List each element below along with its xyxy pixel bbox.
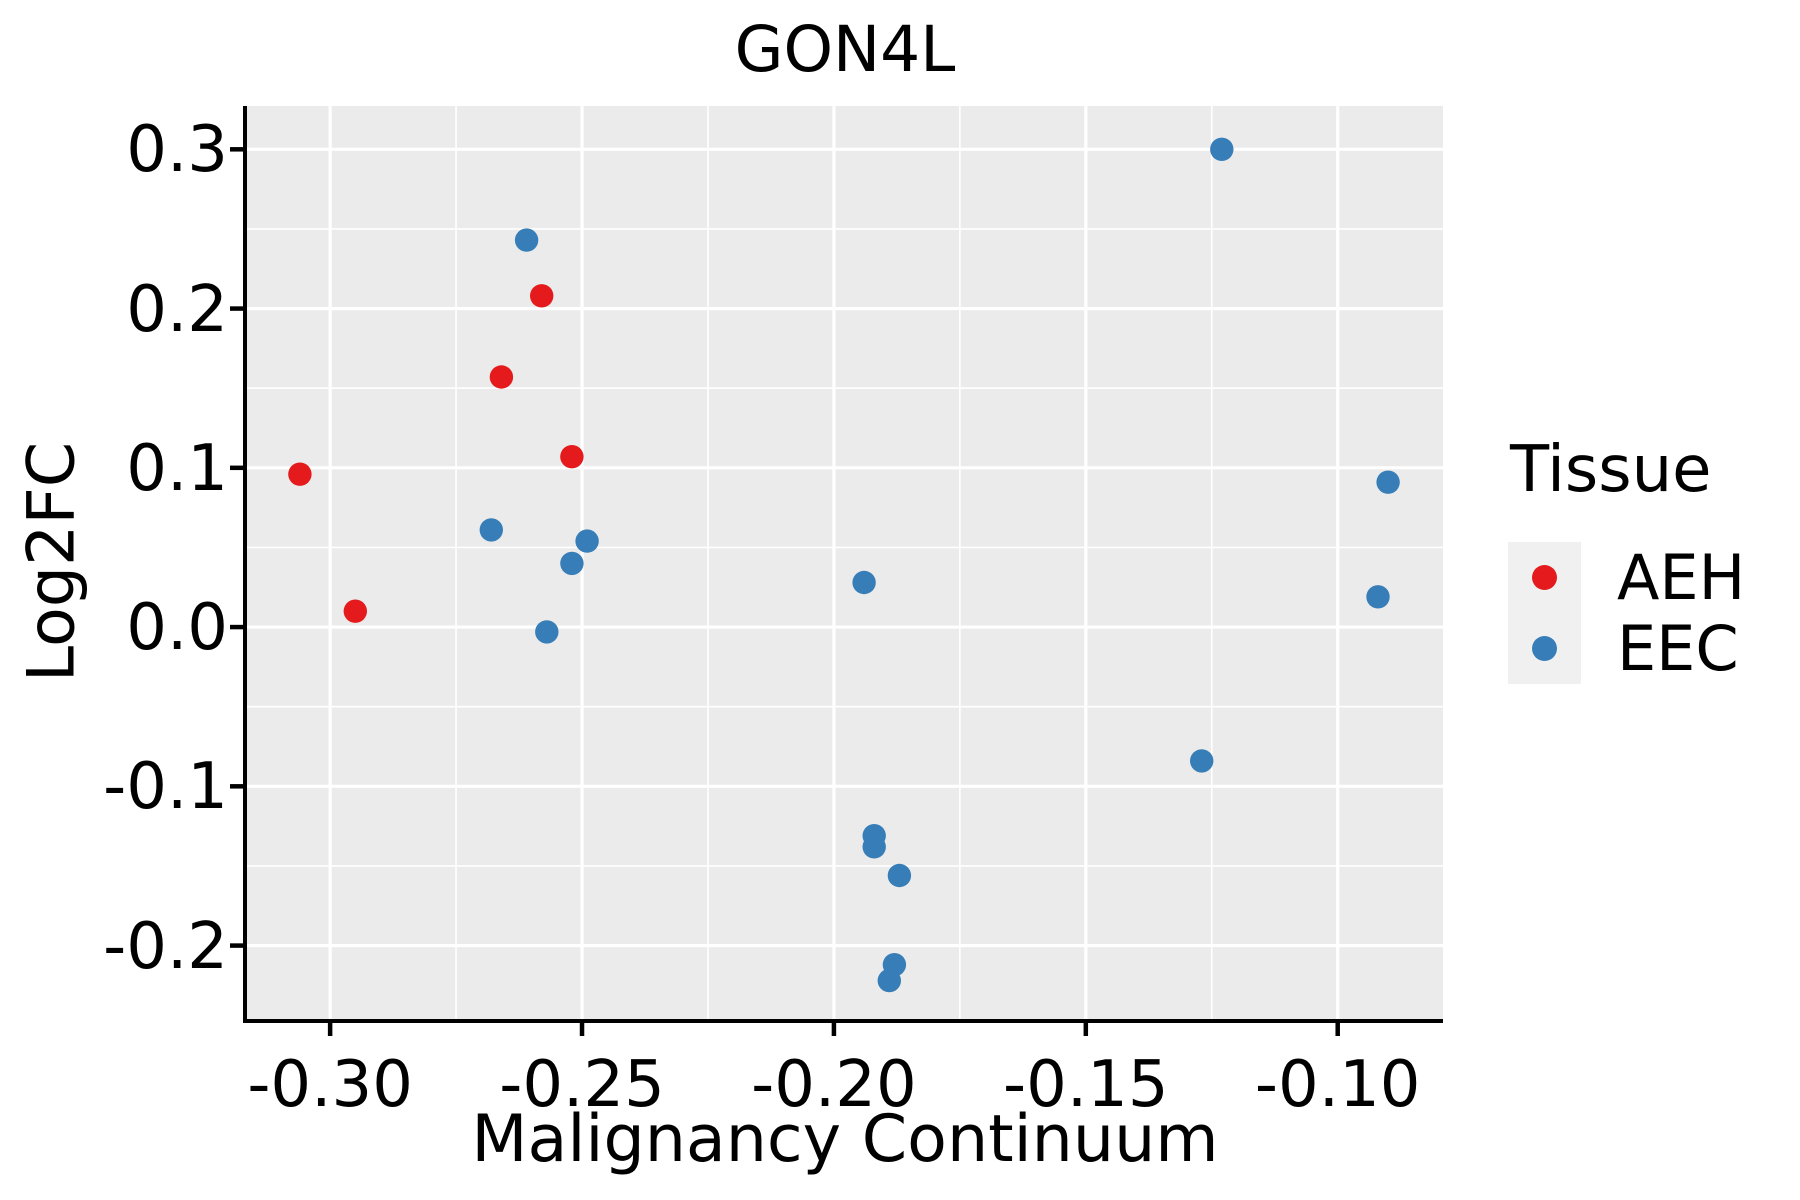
data-point-eec	[1190, 749, 1214, 773]
data-point-eec	[1210, 137, 1234, 161]
legend-key-box	[1508, 613, 1581, 684]
legend-item-eec: EEC	[1508, 613, 1745, 684]
y-tick-label: -0.1	[103, 750, 228, 825]
legend-keys: AEH EEC	[1508, 542, 1745, 684]
y-tick-label: 0.2	[126, 272, 228, 347]
data-point-aeh	[560, 445, 584, 469]
data-point-aeh	[530, 284, 554, 308]
data-point-aeh	[489, 365, 514, 389]
x-tick-label: -0.15	[1003, 1048, 1169, 1122]
legend-label-aeh: AEH	[1617, 540, 1746, 614]
legend-dot-eec-icon	[1532, 636, 1557, 661]
x-tick-label: -0.30	[247, 1048, 413, 1122]
data-point-eec	[1366, 585, 1390, 609]
y-tick-label: 0.3	[126, 113, 228, 188]
data-point-eec	[852, 570, 876, 595]
data-point-eec	[575, 529, 599, 553]
plot-panel	[247, 106, 1443, 1019]
data-point-eec	[862, 835, 886, 859]
x-tick-label: -0.20	[751, 1048, 917, 1122]
legend: Tissue AEH EEC	[1508, 438, 1745, 684]
legend-item-aeh: AEH	[1508, 542, 1745, 613]
data-point-aeh	[288, 462, 312, 486]
y-tick-label: 0.0	[126, 591, 228, 666]
data-point-eec	[877, 968, 901, 993]
data-point-eec	[1376, 470, 1400, 494]
data-point-eec	[514, 228, 539, 252]
data-point-eec	[560, 551, 584, 576]
y-axis-title: Log2FC	[14, 441, 90, 683]
data-point-eec	[479, 518, 503, 542]
x-axis-title: Malignancy Continuum	[471, 1102, 1219, 1177]
data-point-eec	[535, 620, 559, 644]
legend-label-eec: EEC	[1617, 611, 1739, 685]
data-point-aeh	[343, 599, 367, 623]
chart-title: GON4L	[734, 13, 956, 86]
legend-title: Tissue	[1510, 433, 1712, 507]
y-tick-label: -0.2	[103, 909, 228, 984]
legend-dot-aeh-icon	[1532, 565, 1557, 590]
x-tick-label: -0.10	[1254, 1048, 1421, 1122]
x-tick-label: -0.25	[499, 1048, 665, 1122]
data-point-eec	[887, 863, 912, 888]
y-tick-label: 0.1	[126, 431, 228, 506]
legend-key-box	[1508, 542, 1581, 613]
